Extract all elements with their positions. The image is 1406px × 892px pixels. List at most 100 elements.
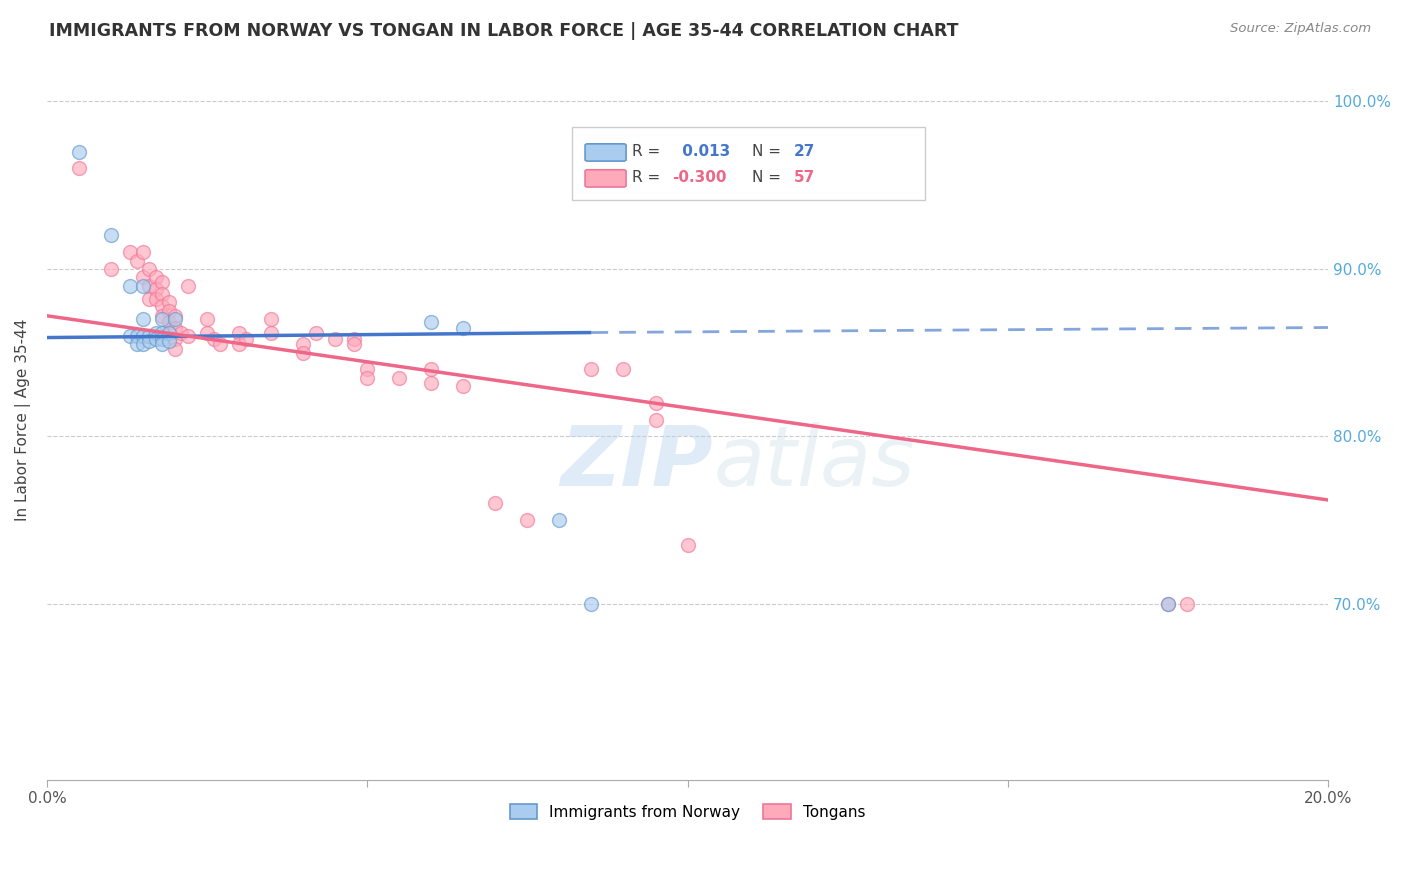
Point (138, 334, 160, 348)
Point (420, 376, 443, 390)
Point (388, 370, 411, 384)
Point (132, 312, 155, 326)
Point (644, 396, 666, 410)
Text: N =: N = (752, 170, 786, 186)
Point (157, 326, 180, 340)
Point (145, 282, 167, 296)
Point (150, 287, 173, 301)
Point (420, 362, 443, 376)
FancyBboxPatch shape (572, 127, 925, 200)
Point (343, 332, 366, 346)
Point (260, 326, 283, 340)
Point (125, 337, 148, 351)
Point (157, 334, 180, 348)
Point (228, 337, 250, 351)
Text: IMMIGRANTS FROM NORWAY VS TONGAN IN LABOR FORCE | AGE 35-44 CORRELATION CHART: IMMIGRANTS FROM NORWAY VS TONGAN IN LABO… (49, 22, 959, 40)
Point (125, 329, 148, 343)
Point (150, 309, 173, 323)
Point (157, 295, 180, 310)
Text: 57: 57 (794, 170, 815, 186)
Point (228, 326, 250, 340)
Point (138, 278, 160, 293)
Point (150, 299, 173, 313)
Point (177, 278, 200, 293)
Legend: Immigrants from Norway, Tongans: Immigrants from Norway, Tongans (503, 798, 872, 826)
Point (170, 326, 193, 340)
Point (145, 292, 167, 306)
Point (548, 513, 571, 527)
Text: 27: 27 (794, 145, 815, 160)
Text: R =: R = (633, 145, 665, 160)
Point (292, 337, 315, 351)
Point (132, 270, 155, 285)
Point (453, 320, 475, 334)
Text: 0.013: 0.013 (678, 145, 731, 160)
Point (120, 278, 142, 293)
Point (145, 270, 167, 285)
Point (132, 337, 155, 351)
Point (120, 245, 142, 260)
Point (165, 332, 187, 346)
Point (612, 362, 634, 376)
Point (343, 337, 366, 351)
Point (157, 326, 180, 340)
Point (120, 329, 142, 343)
Point (145, 332, 167, 346)
Point (356, 362, 378, 376)
Y-axis label: In Labor Force | Age 35-44: In Labor Force | Age 35-44 (15, 318, 31, 521)
Point (356, 370, 378, 384)
Point (150, 275, 173, 289)
Text: N =: N = (752, 145, 786, 160)
Point (150, 326, 173, 340)
Point (484, 496, 506, 510)
Point (150, 312, 173, 326)
Point (138, 292, 160, 306)
Point (67, 161, 90, 176)
Point (132, 278, 155, 293)
Point (145, 326, 167, 340)
Point (676, 538, 699, 552)
Point (150, 332, 173, 346)
Point (195, 326, 218, 340)
Point (516, 513, 538, 527)
Point (132, 329, 155, 343)
Point (1175, 597, 1198, 611)
Point (132, 245, 155, 260)
Point (202, 332, 225, 346)
Point (581, 362, 603, 376)
FancyBboxPatch shape (585, 144, 626, 161)
Point (138, 261, 160, 276)
Point (100, 228, 122, 243)
Point (453, 379, 475, 393)
Point (235, 332, 257, 346)
Text: -0.300: -0.300 (672, 170, 727, 186)
Point (67, 145, 90, 159)
FancyBboxPatch shape (585, 169, 626, 187)
Point (138, 329, 160, 343)
Point (165, 320, 187, 334)
Point (1157, 597, 1180, 611)
Point (1157, 597, 1180, 611)
Point (165, 309, 187, 323)
Text: atlas: atlas (713, 422, 915, 503)
Point (165, 312, 187, 326)
Point (177, 329, 200, 343)
Point (292, 345, 315, 359)
Point (260, 312, 283, 326)
Point (157, 303, 180, 318)
Text: Source: ZipAtlas.com: Source: ZipAtlas.com (1230, 22, 1371, 36)
Point (125, 253, 148, 268)
Point (150, 337, 173, 351)
Point (644, 412, 666, 426)
Point (165, 343, 187, 357)
Text: ZIP: ZIP (561, 422, 713, 503)
Point (195, 312, 218, 326)
Point (420, 316, 443, 330)
Point (157, 316, 180, 330)
Point (305, 326, 328, 340)
Text: R =: R = (633, 170, 665, 186)
Point (323, 332, 346, 346)
Point (100, 261, 122, 276)
Point (581, 597, 603, 611)
Point (208, 337, 231, 351)
